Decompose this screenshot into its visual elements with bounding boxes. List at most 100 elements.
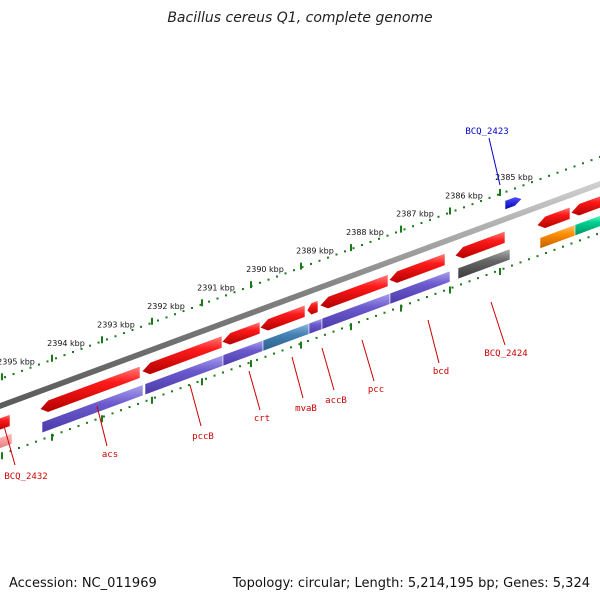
ruler-dot — [267, 278, 270, 281]
ruler-dot — [86, 421, 88, 424]
ruler-dot — [352, 247, 355, 250]
ruler-dot — [72, 350, 74, 353]
ruler-dot — [239, 365, 241, 368]
ruler-dot — [293, 269, 295, 272]
gene-red — [388, 252, 446, 284]
ruler-dot — [590, 159, 593, 162]
ruler-dot — [335, 253, 338, 256]
ruler-dot — [539, 178, 542, 181]
cds-feature — [389, 270, 451, 305]
ruler-dot — [519, 261, 522, 264]
ruler-dot — [409, 302, 411, 305]
ruler-dot — [230, 368, 233, 371]
ruler-dot — [434, 292, 437, 295]
ruler-dot — [29, 366, 32, 369]
gene-label: mvaB — [295, 404, 317, 414]
ruler-dot — [528, 258, 530, 261]
ruler-dot — [361, 244, 363, 247]
ruler-dot — [315, 336, 318, 339]
ruler-dot — [179, 387, 182, 390]
gene-red — [221, 321, 261, 346]
ruler-dot — [562, 245, 564, 248]
ruler-dot — [26, 443, 29, 446]
ruler-tick-label: 2390 kbp — [246, 265, 284, 274]
ruler-dot — [188, 384, 190, 387]
gene-label: crt — [254, 414, 270, 424]
ruler-dot — [114, 335, 117, 338]
ruler-dot — [332, 330, 335, 333]
gene-red — [319, 274, 389, 309]
ruler-dot — [298, 343, 301, 346]
ruler-tick-label: 2395 kbp — [0, 357, 35, 366]
ruler-tick-label: 2387 kbp — [396, 210, 434, 219]
cds-feature — [41, 384, 144, 434]
ruler-dot — [157, 319, 159, 322]
ruler-dot — [477, 277, 479, 280]
ruler-dot — [318, 259, 321, 262]
ruler-dot — [259, 281, 261, 284]
cds-feature — [574, 215, 600, 237]
ruler-dot — [77, 424, 80, 427]
ruler-tick-label: 2389 kbp — [296, 247, 334, 256]
ruler-dot — [148, 322, 151, 325]
ruler-dot — [582, 162, 584, 165]
ruler-dot — [9, 450, 12, 453]
ruler-dot — [21, 369, 23, 372]
ruler-dot — [174, 313, 176, 316]
ruler-dot — [468, 280, 471, 283]
label-leader-line — [291, 356, 304, 399]
ruler-dot — [213, 374, 216, 377]
label-leader-line — [488, 137, 501, 186]
ruler-dot — [596, 233, 598, 236]
ruler-dot — [182, 310, 185, 313]
label-leader-line — [427, 319, 440, 364]
ruler-dot — [89, 344, 91, 347]
ruler-dot — [553, 248, 556, 251]
ruler-dot — [111, 412, 114, 415]
ruler-dot — [386, 234, 389, 237]
ruler-dot — [460, 283, 462, 286]
gene-red — [536, 206, 571, 229]
ruler-dot — [310, 262, 312, 265]
label-leader-line — [96, 405, 108, 447]
gene-red — [39, 365, 141, 413]
ruler-dot — [429, 218, 431, 221]
ruler-dot — [369, 240, 372, 243]
backbone — [0, 181, 600, 409]
ruler-dot — [12, 373, 15, 376]
ruler-dot — [94, 418, 97, 421]
ruler-dot — [43, 437, 46, 440]
ruler-dot — [307, 340, 309, 343]
label-leader-line — [321, 347, 335, 391]
ruler-dot — [35, 440, 37, 443]
ruler-dot — [531, 181, 533, 184]
ruler-dot — [536, 255, 539, 258]
ruler: 2385 kbp 2386 kbp 2387 kbp 2388 kbp 2389 kbp… — [0, 156, 600, 381]
gene-blue — [504, 196, 523, 211]
gene-red — [259, 304, 306, 332]
ruler-dot — [216, 297, 219, 300]
ruler-dot — [290, 346, 292, 349]
ruler-dot — [324, 333, 326, 336]
ruler-dot — [46, 360, 49, 363]
ruler-dot — [18, 446, 20, 449]
ruler-tick-label: 2394 kbp — [47, 339, 85, 348]
label-leader-line — [3, 425, 16, 466]
ruler-dot — [344, 250, 346, 253]
ruler-dot — [579, 239, 581, 242]
ruler-dot — [225, 294, 227, 297]
ruler-dot — [4, 376, 6, 379]
ruler-dot — [463, 206, 465, 209]
ruler-dot — [162, 393, 165, 396]
gene-label: BCQ_2424 — [484, 349, 527, 359]
ruler-dot — [392, 308, 394, 311]
ruler-dot — [301, 266, 304, 269]
ruler-dot — [69, 428, 71, 431]
ruler-dot — [165, 316, 168, 319]
ruler-tick-label: 2385 kbp — [495, 173, 533, 182]
ruler-dot — [522, 184, 525, 187]
ruler-dot — [395, 231, 397, 234]
ruler-dot — [247, 362, 250, 365]
gene-label: pccB — [192, 432, 214, 442]
